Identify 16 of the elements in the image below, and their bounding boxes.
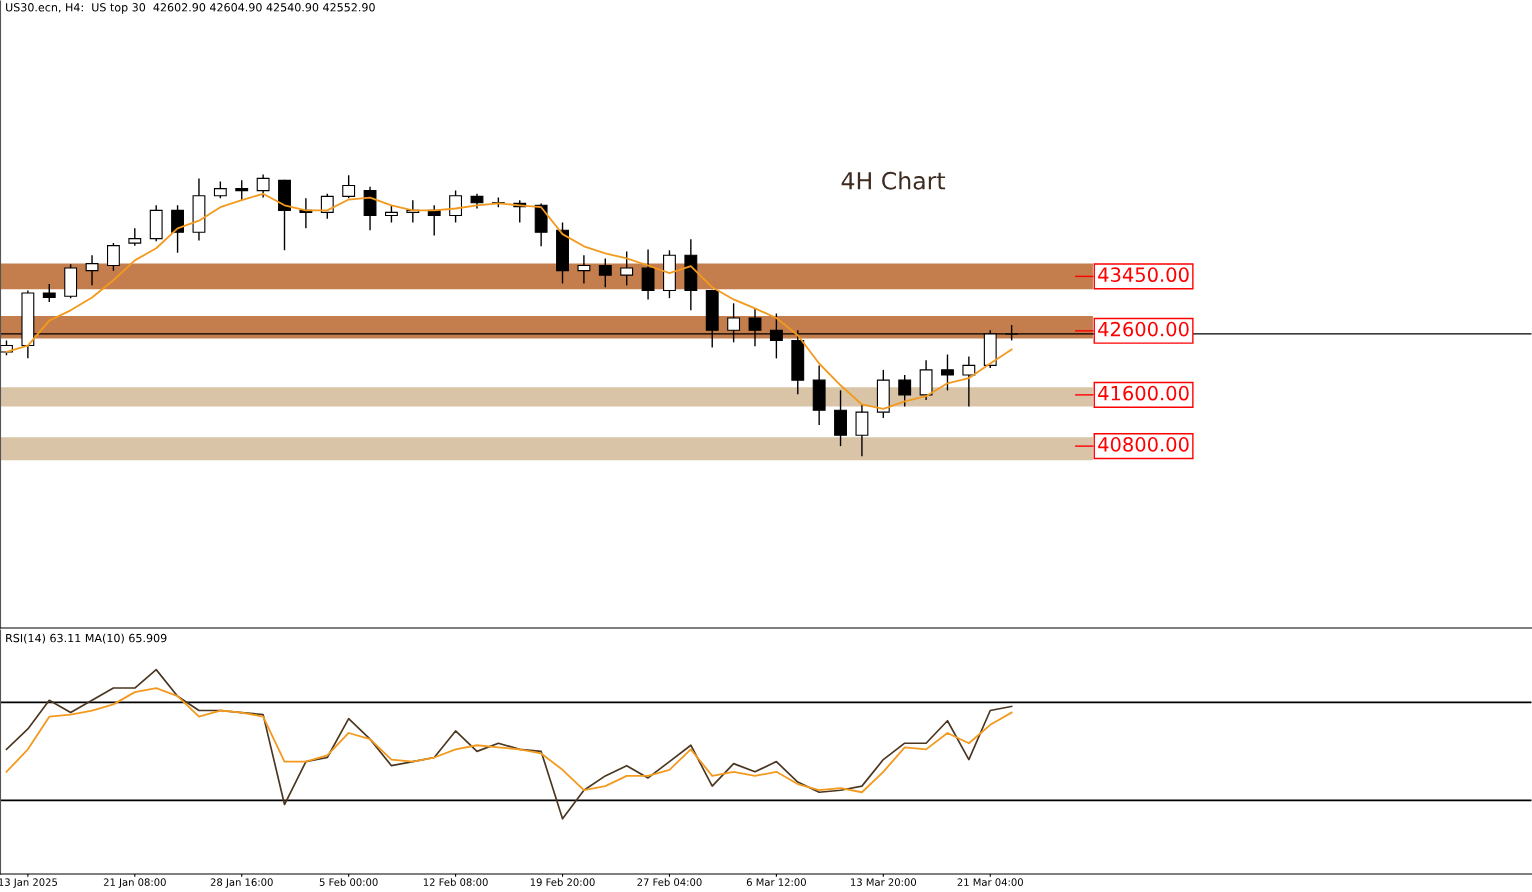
- x-tick-label: 19 Feb 20:00: [530, 878, 595, 886]
- ref-line-label: 42600.00: [1098, 321, 1189, 337]
- x-tick-label: 6 Mar 12:00: [746, 878, 806, 886]
- x-tick-label: 5 Feb 00:00: [319, 878, 378, 886]
- x-tick-label: 27 Feb 04:00: [637, 878, 702, 886]
- x-tick-label: 21 Jan 08:00: [103, 878, 166, 888]
- ref-line-label: 41600.00: [1098, 385, 1189, 401]
- x-tick-label: 28 Jan 16:00: [210, 878, 273, 888]
- annotation: 4H Chart: [841, 171, 946, 190]
- ref-line-label: 40800.00: [1098, 437, 1189, 452]
- ref-line-label: 43450.00: [1098, 267, 1189, 283]
- x-tick-label: 13 Mar 20:00: [851, 878, 917, 886]
- x-tick-label: 12 Feb 08:00: [423, 878, 488, 886]
- chart-title: US30.ecn, H4: US top 30 42602.90 42604.90 42540.90 42552.90: [6, 3, 375, 14]
- x-tick-label: 21 Mar 04:00: [957, 878, 1023, 886]
- chart-title: RSI(14) 63.11 MA(10) 65.909: [6, 633, 167, 644]
